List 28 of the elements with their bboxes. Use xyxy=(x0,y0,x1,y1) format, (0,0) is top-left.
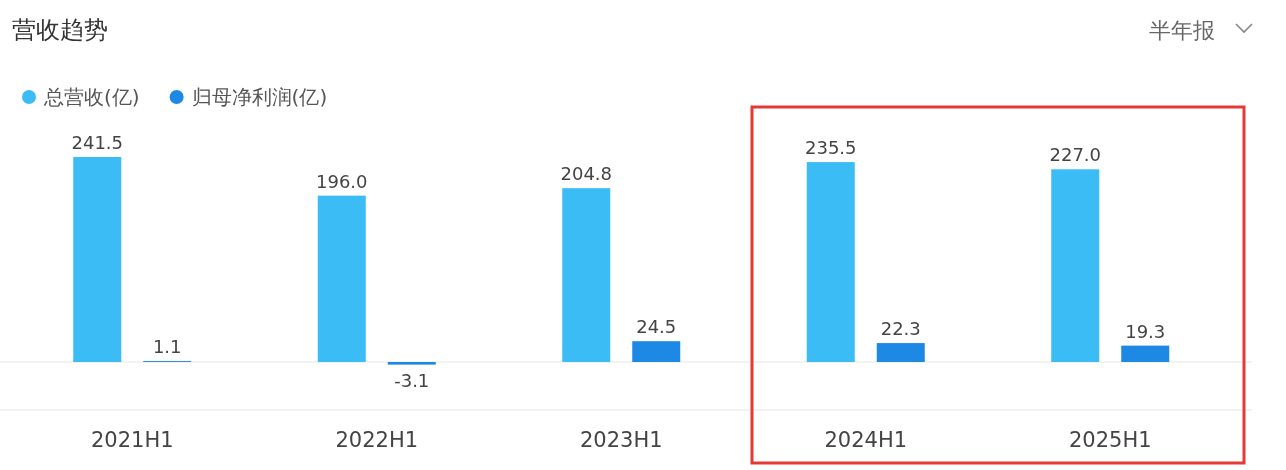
chart-title: 营收趋势 xyxy=(12,16,108,44)
bar xyxy=(562,188,611,362)
data-label: 19.3 xyxy=(1125,320,1166,342)
bar xyxy=(806,162,855,362)
bar xyxy=(1051,169,1100,362)
bar xyxy=(1121,345,1170,362)
x-tick-label: 2025H1 xyxy=(1068,428,1152,452)
bar xyxy=(876,343,925,362)
x-tick-label: 2021H1 xyxy=(90,428,174,452)
data-label: 241.5 xyxy=(71,132,124,153)
bar xyxy=(387,362,436,365)
bar xyxy=(317,195,366,362)
bar xyxy=(73,157,122,362)
data-label: -3.1 xyxy=(394,369,430,391)
data-label: 24.5 xyxy=(636,316,677,338)
data-label: 235.5 xyxy=(804,137,857,159)
x-tick-label: 2024H1 xyxy=(824,428,908,452)
legend-label: 总营收(亿) xyxy=(43,85,140,109)
data-label: 22.3 xyxy=(880,318,921,340)
text: 半年报 xyxy=(1149,18,1215,43)
data-label: 227.0 xyxy=(1049,144,1102,166)
bar xyxy=(632,341,681,362)
x-tick-label: 2023H1 xyxy=(579,428,663,452)
x-tick-label: 2022H1 xyxy=(335,428,419,452)
data-label: 196.0 xyxy=(315,170,368,192)
data-label: 204.8 xyxy=(560,163,613,185)
legend-label: 归母净利润(亿) xyxy=(191,85,328,109)
data-label: 1.1 xyxy=(152,336,182,358)
